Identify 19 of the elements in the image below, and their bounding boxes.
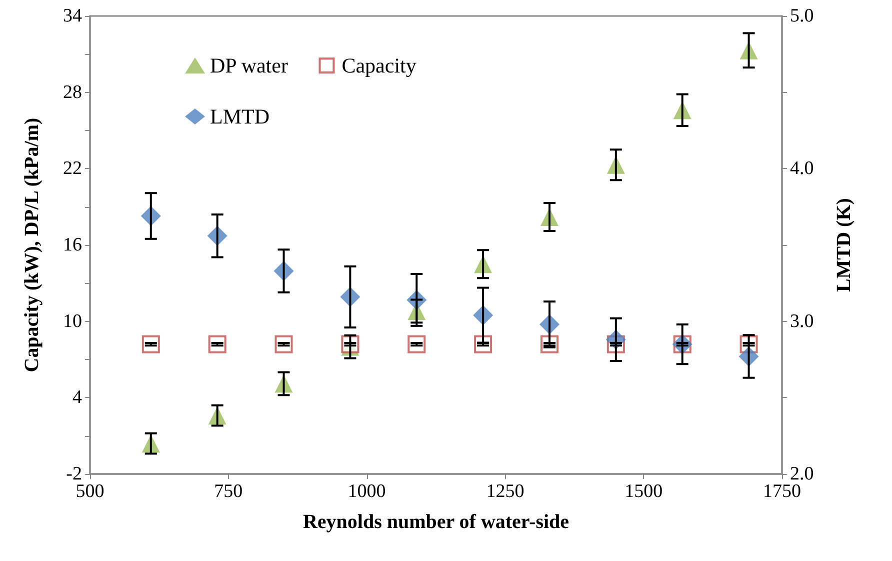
legend-label: LMTD — [210, 104, 270, 128]
y-tick-label: 16 — [63, 234, 82, 256]
y-tick-label: 22 — [63, 158, 82, 180]
x-tick-label: 1250 — [486, 481, 524, 502]
x-tick-label: 1500 — [624, 481, 663, 502]
y-tick-label: 28 — [63, 82, 82, 103]
y-tick-label: 4 — [72, 387, 82, 408]
x-tick-label: 1000 — [348, 481, 386, 502]
y2-tick-label: 4.0 — [790, 158, 814, 180]
legend-label: DP water — [210, 54, 288, 78]
y2-axis-title: LMTD (K) — [833, 198, 855, 292]
y-tick-label: 10 — [63, 310, 82, 332]
y-axis-title: Capacity (kW), DP/L (kPa/m) — [21, 118, 43, 372]
x-tick-label: 750 — [214, 481, 243, 502]
x-axis-title: Reynolds number of water-side — [302, 511, 570, 533]
y2-tick-label: 3.0 — [790, 310, 814, 332]
y2-tick-label: 5.0 — [790, 6, 814, 26]
y-tick-label: 34 — [63, 6, 82, 26]
legend-label: Capacity — [342, 54, 417, 78]
